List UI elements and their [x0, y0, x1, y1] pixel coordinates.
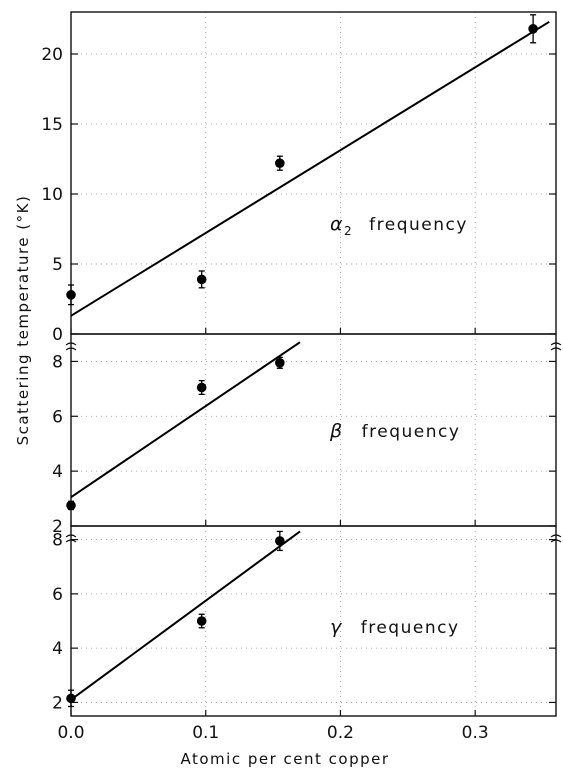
x-tick-label: 0.2: [327, 723, 354, 743]
y-tick-label: 10: [41, 185, 63, 205]
x-axis-title: Atomic per cent copper: [180, 750, 389, 768]
panel-label: γ frequency: [330, 616, 460, 638]
data-point: [275, 536, 285, 546]
axis-break-mark: [550, 534, 562, 543]
panel-frame: [70, 11, 557, 335]
data-point: [196, 274, 207, 285]
axis-break-mark: [550, 342, 562, 351]
data-point: [196, 382, 207, 393]
data-point: [66, 290, 76, 300]
panel-frame: [70, 333, 557, 527]
x-tick-label: 0.0: [57, 723, 84, 743]
panel-3: 2 4 6 8 γ frequency: [52, 525, 562, 717]
axis-break-mark: [65, 534, 77, 543]
x-tick-label: 0.3: [462, 723, 489, 743]
data-point: [66, 693, 76, 704]
x-axis: 0.0 0.1 0.2 0.3: [57, 723, 488, 743]
y-tick-label: 20: [41, 45, 63, 65]
y-tick-label: 4: [52, 639, 63, 659]
data-point: [275, 358, 285, 368]
fit-line: [70, 20, 550, 317]
y-tick-label: 6: [52, 407, 63, 427]
y-tick-label: 5: [52, 255, 63, 275]
chart-panels: 0 5 10 15 20 α2 frequency 2 4 6 8 β frequency 2 4 6 8 γ fr…: [41, 11, 562, 717]
panel-label: α2 frequency: [330, 213, 468, 238]
y-tick-label: 4: [52, 462, 63, 482]
data-point: [528, 24, 538, 34]
y-tick-label: 15: [41, 115, 63, 135]
data-point: [196, 616, 207, 626]
y-tick-label: 2: [52, 693, 63, 713]
y-axis-title: Scattering temperature (°K): [14, 195, 32, 446]
axis-break-mark: [65, 342, 77, 351]
panel-label: β frequency: [329, 420, 460, 442]
data-point: [275, 158, 285, 168]
panel-1: 0 5 10 15 20 α2 frequency: [41, 11, 557, 345]
panel-2: 2 4 6 8 β frequency: [52, 333, 562, 537]
y-tick-label: 0: [52, 325, 63, 345]
y-tick-label: 8: [52, 352, 63, 372]
y-tick-label: 2: [52, 517, 63, 537]
y-tick-label: 6: [52, 585, 63, 605]
x-tick-label: 0.1: [192, 723, 219, 743]
fit-line: [70, 530, 301, 701]
fit-line: [70, 341, 301, 499]
y-tick-label: 8: [52, 531, 63, 551]
panel-frame: [70, 525, 557, 717]
data-point: [66, 500, 76, 511]
